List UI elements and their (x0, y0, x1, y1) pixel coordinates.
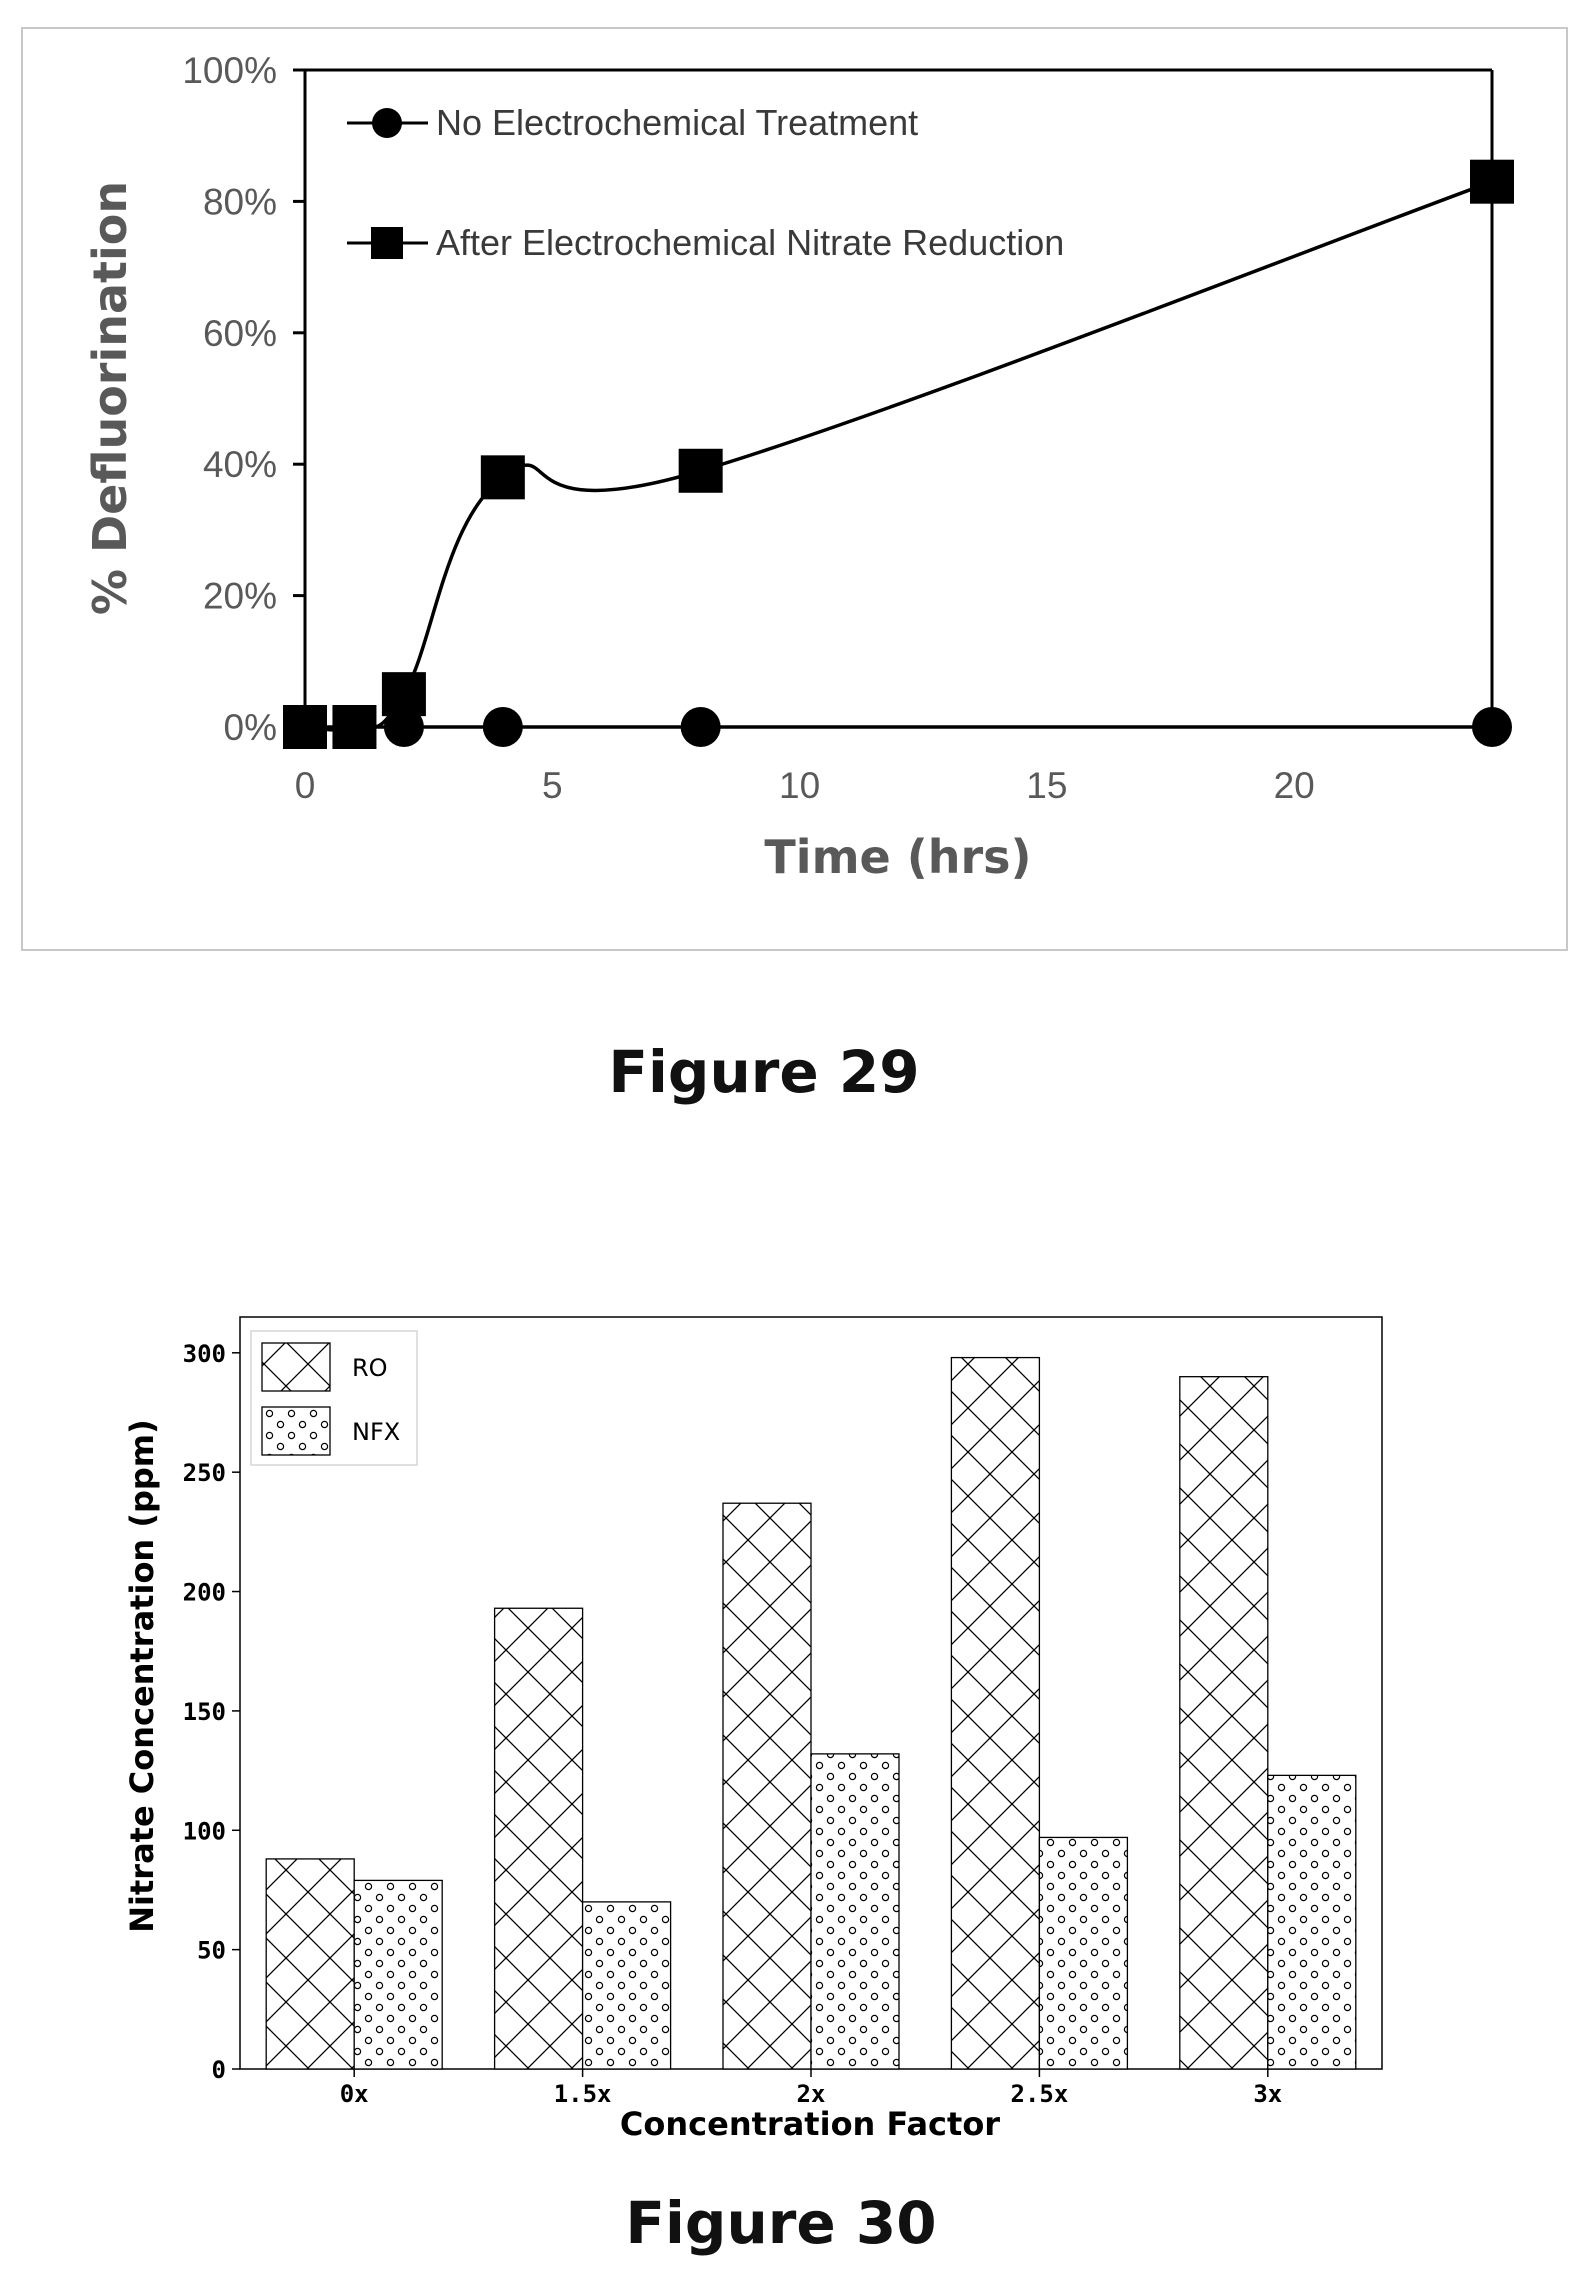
y-tick-label: 40% (203, 444, 277, 485)
legend-swatch-nfx (261, 1406, 331, 1456)
line-chart-frame (21, 27, 1568, 951)
bar-ro (265, 1858, 355, 2070)
bar-ro (493, 1607, 584, 2070)
bar-ro (722, 1502, 812, 2070)
bar-nfx (581, 1901, 672, 2070)
x-tick-label: 1.5x (554, 2080, 612, 2108)
y-tick-label: 100% (182, 50, 277, 91)
circle-data-point (285, 707, 325, 747)
bar-chart-legend: RO NFX (250, 1330, 418, 1466)
y-tick-label: 300 (183, 1340, 226, 1368)
bar-nfx (353, 1879, 443, 2070)
line-chart-x-axis-title: Time (hrs) (764, 830, 1031, 884)
x-tick-label: 20 (1274, 765, 1315, 806)
bar-nfx (1267, 1774, 1357, 2070)
bar-nfx (1038, 1836, 1129, 2070)
square-data-point (1470, 159, 1514, 204)
line-chart-y-axis-title: % Defluorination (83, 181, 137, 615)
defluorination-line-chart: 0% 20% 40% 60% 80% 100% 0 5 10 15 20 Time (hrs) %… (21, 27, 1568, 951)
bar-chart-y-axis-title: Nitrate Concentration (ppm) (123, 1419, 161, 1933)
legend-entry-after-reduction: After Electrochemical Nitrate Reduction (347, 222, 1064, 263)
legend-label-ro: RO (352, 1354, 388, 1382)
bar-ro (950, 1356, 1041, 2070)
circle-data-point (680, 707, 721, 747)
y-tick-label: 60% (203, 313, 277, 354)
legend-swatch-ro (261, 1342, 331, 1392)
y-tick-label: 100 (183, 1817, 226, 1845)
y-tick-label: 80% (203, 181, 277, 222)
x-tick-label: 0 (295, 765, 316, 806)
x-tick-label: 15 (1026, 765, 1067, 806)
line-chart-legend: No Electrochemical Treatment After Elect… (347, 102, 1064, 263)
y-tick-label: 20% (203, 576, 277, 617)
legend-label-after-reduction: After Electrochemical Nitrate Reduction (436, 222, 1064, 263)
figure-29-caption: Figure 29 (608, 1038, 919, 1106)
circle-data-point (482, 707, 523, 747)
y-tick-label: 50 (197, 1937, 226, 1965)
y-tick-label: 0 (212, 2056, 226, 2084)
x-tick-label: 10 (779, 765, 820, 806)
nitrate-bar-chart: 0 50 100 150 200 250 300 0x 1.5x 2x 2.5x 3x Concen… (123, 1316, 1383, 2143)
square-data-point (332, 705, 377, 749)
square-data-point (480, 455, 525, 500)
x-tick-label: 2x (797, 2080, 826, 2108)
x-tick-label: 3x (1253, 2080, 1282, 2108)
x-tick-label: 2.5x (1011, 2080, 1069, 2108)
x-tick-label: 0x (340, 2080, 369, 2108)
legend-entry-no-treatment: No Electrochemical Treatment (347, 102, 918, 143)
bar-chart-x-axis-title: Concentration Factor (620, 2105, 1000, 2143)
y-tick-label: 200 (183, 1579, 226, 1607)
circle-data-point (383, 707, 424, 747)
legend-square-marker (371, 227, 403, 259)
legend-label-nfx: NFX (352, 1418, 400, 1446)
y-tick-label: 250 (183, 1459, 226, 1487)
y-tick-label: 0% (224, 707, 277, 748)
figure-30-caption: Figure 30 (625, 2189, 936, 2257)
y-tick-label: 150 (183, 1698, 226, 1726)
bar-nfx (810, 1753, 900, 2070)
legend-label-no-treatment: No Electrochemical Treatment (436, 102, 918, 143)
square-data-point (678, 448, 723, 493)
circle-data-point (1472, 707, 1512, 747)
legend-circle-marker (372, 108, 402, 138)
bar-ro (1179, 1376, 1269, 2070)
x-tick-label: 5 (542, 765, 563, 806)
